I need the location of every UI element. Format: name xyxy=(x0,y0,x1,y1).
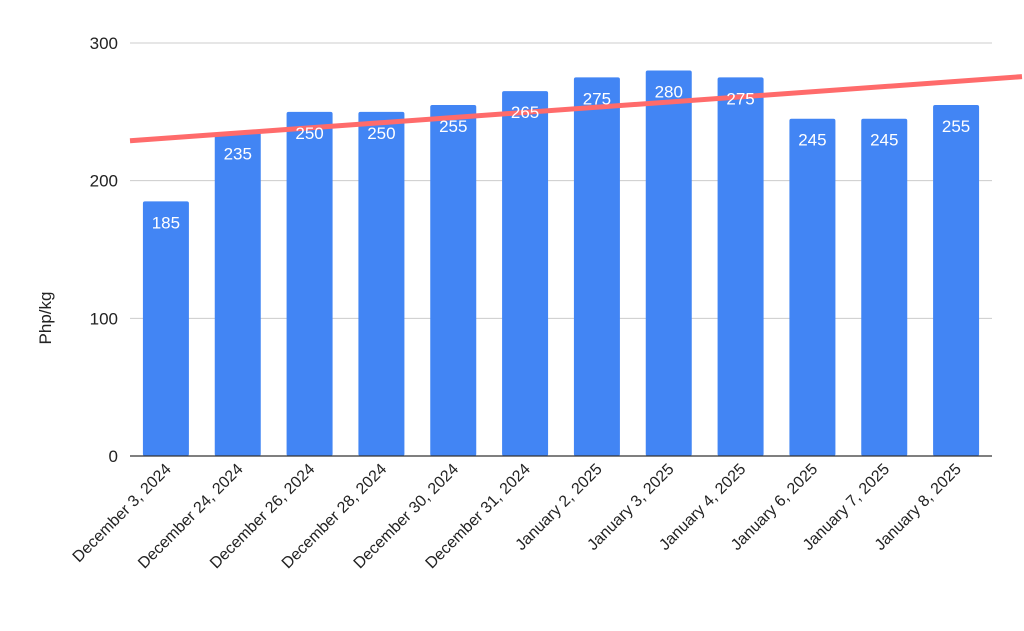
data-label: 245 xyxy=(798,131,826,150)
data-label: 255 xyxy=(942,117,970,136)
bar xyxy=(933,104,980,456)
y-tick-label: 0 xyxy=(109,447,118,466)
data-label: 235 xyxy=(224,144,252,163)
trendline xyxy=(129,74,1023,144)
y-axis-title: Php/kg xyxy=(36,292,55,345)
gridlines xyxy=(130,42,992,319)
bar xyxy=(717,77,764,457)
bars xyxy=(142,70,980,457)
data-label: 245 xyxy=(870,131,898,150)
bar xyxy=(286,111,333,456)
data-label: 250 xyxy=(367,124,395,143)
trendline-line xyxy=(129,74,1023,144)
bar xyxy=(502,91,549,456)
data-label: 265 xyxy=(511,103,539,122)
y-tick-label: 200 xyxy=(90,172,118,191)
data-labels: 185 235 250 250 255 265 275 280 275 245 245 255 xyxy=(152,83,971,233)
data-label: 255 xyxy=(439,117,467,136)
y-tick-label: 300 xyxy=(90,34,118,53)
data-label: 185 xyxy=(152,213,180,232)
bar xyxy=(214,132,261,456)
data-label: 280 xyxy=(655,83,683,102)
data-label: 275 xyxy=(583,89,611,108)
data-label: 275 xyxy=(726,89,754,108)
bar xyxy=(358,111,405,456)
data-label: 250 xyxy=(295,124,323,143)
bar xyxy=(573,77,620,457)
bar xyxy=(789,118,836,456)
bar xyxy=(645,70,692,457)
bar xyxy=(430,104,477,456)
bar xyxy=(142,201,189,456)
y-tick-label: 100 xyxy=(90,309,118,328)
bar xyxy=(861,118,908,456)
